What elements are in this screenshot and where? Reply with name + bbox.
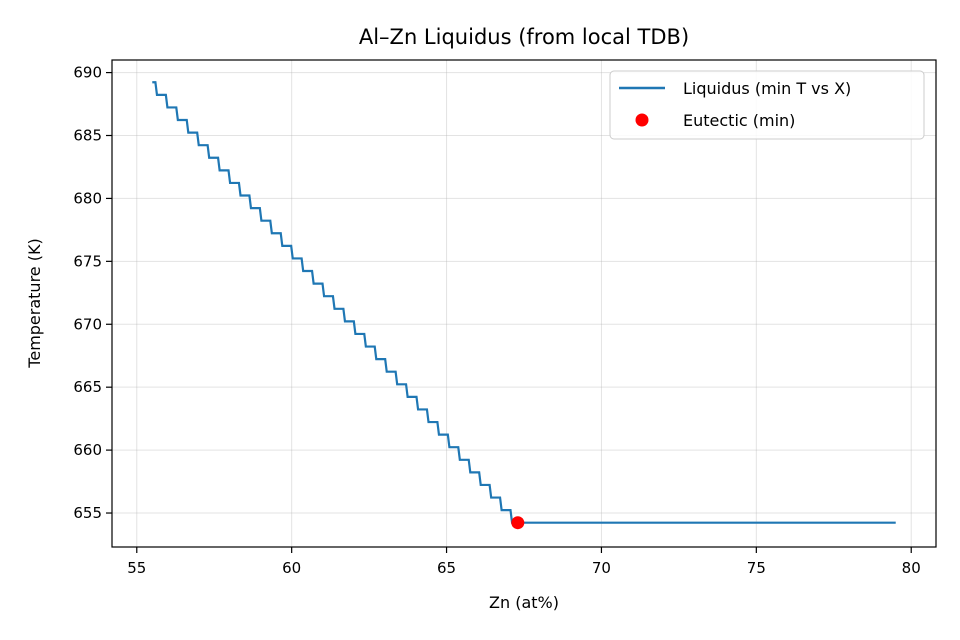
legend-marker-swatch (635, 113, 649, 127)
x-tick-label: 55 (127, 559, 146, 577)
x-axis-ticks: 55 60 65 70 75 80 (127, 547, 921, 577)
eutectic-point (511, 516, 525, 530)
y-tick-label: 675 (73, 252, 102, 270)
y-tick-label: 655 (73, 504, 102, 522)
x-axis-label: Zn (at%) (489, 593, 559, 612)
axes-frame (111, 59, 937, 548)
legend-label-eutectic: Eutectic (min) (683, 111, 795, 130)
y-tick-label: 665 (73, 378, 102, 396)
plot-area (152, 81, 896, 530)
y-tick-label: 685 (73, 127, 102, 145)
x-tick-label: 75 (747, 559, 766, 577)
x-tick-label: 70 (592, 559, 611, 577)
y-tick-label: 680 (73, 189, 102, 207)
y-tick-label: 670 (73, 315, 102, 333)
x-tick-label: 65 (437, 559, 456, 577)
legend-label-liquidus: Liquidus (min T vs X) (683, 79, 851, 98)
grid (112, 60, 936, 547)
y-axis-label: Temperature (K) (25, 238, 44, 368)
legend: Liquidus (min T vs X) Eutectic (min) (609, 70, 925, 140)
x-tick-label: 60 (282, 559, 301, 577)
chart-title: Al–Zn Liquidus (from local TDB) (359, 25, 689, 49)
y-axis-ticks: 655 660 665 670 675 680 685 690 (73, 64, 112, 522)
y-tick-label: 690 (73, 64, 102, 82)
legend-box (609, 70, 925, 140)
liquidus-line (152, 81, 896, 524)
x-tick-label: 80 (902, 559, 921, 577)
y-tick-label: 660 (73, 441, 102, 459)
